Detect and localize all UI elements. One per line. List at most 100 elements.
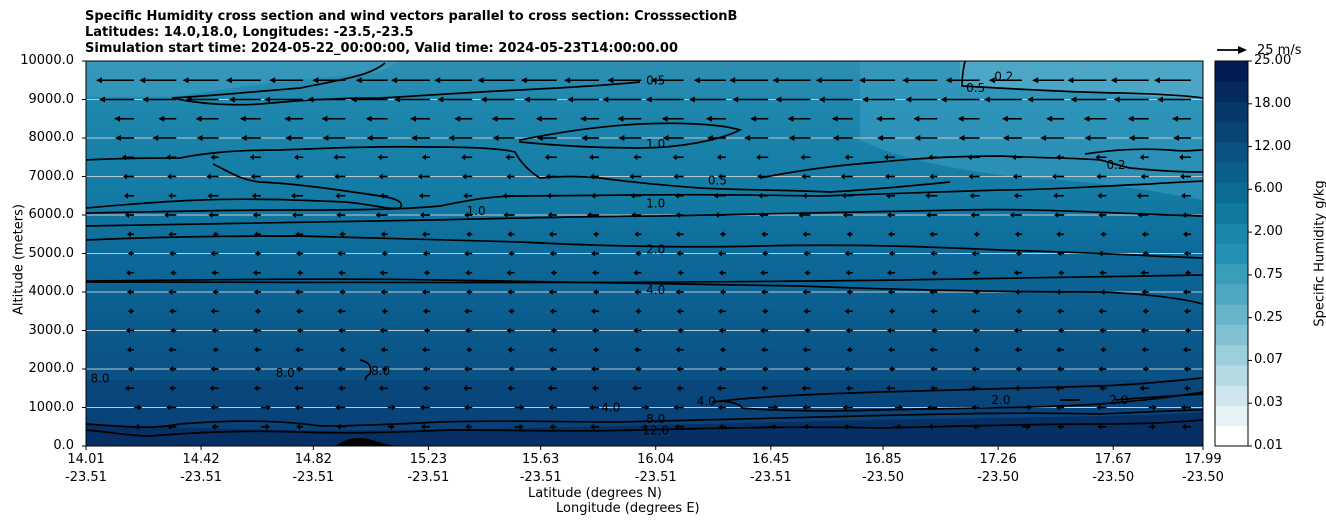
wind-vector xyxy=(168,346,177,353)
x-tick-lat: 15.23 xyxy=(409,452,447,467)
x-tick-lat: 14.42 xyxy=(182,452,220,467)
wind-vector xyxy=(549,250,557,257)
wind-vector xyxy=(931,269,938,276)
wind-vector xyxy=(264,96,304,103)
wind-vector xyxy=(775,96,811,103)
wind-vector xyxy=(1184,366,1191,372)
wind-vector xyxy=(840,173,853,180)
wind-vector xyxy=(1183,231,1191,238)
y-tick-label: 5000.0 xyxy=(28,245,75,261)
colorbar-swatch xyxy=(1215,324,1248,346)
wind-vector xyxy=(127,346,134,353)
wind-vector xyxy=(169,366,177,372)
wind-vector xyxy=(240,135,261,141)
wind-vector xyxy=(185,96,219,103)
wind-vector xyxy=(802,289,811,295)
wind-vector xyxy=(1083,115,1107,122)
wind-vector xyxy=(1052,173,1065,180)
x-tick-label: 17.26 -23.50 xyxy=(963,451,1033,487)
wind-vector xyxy=(127,231,134,238)
wind-vector xyxy=(296,423,304,430)
wind-vector xyxy=(211,269,219,276)
chart-title-line-1: Specific Humidity cross section and wind… xyxy=(85,9,738,24)
wind-vector xyxy=(212,346,219,353)
wind-vector xyxy=(1136,192,1149,199)
colorbar-swatch xyxy=(1215,344,1248,366)
wind-vector xyxy=(210,404,219,411)
wind-vector xyxy=(1137,212,1149,218)
wind-vector xyxy=(885,173,896,180)
wind-vector xyxy=(591,308,600,315)
wind-vector xyxy=(802,192,811,199)
wind-vector xyxy=(296,308,304,315)
wind-vector xyxy=(1183,346,1191,353)
contour-0-5-right xyxy=(759,155,1203,179)
x-tick-lat: 17.99 xyxy=(1184,452,1222,467)
wind-vector xyxy=(926,212,938,218)
wind-vector xyxy=(480,96,515,103)
wind-vector xyxy=(466,346,473,353)
wind-vector xyxy=(676,308,684,315)
wind-vector xyxy=(250,173,261,180)
wind-vector xyxy=(377,154,388,161)
x-tick-label: 14.42 -23.51 xyxy=(166,451,236,487)
colorbar-swatch xyxy=(1215,283,1248,305)
wind-vector xyxy=(1098,250,1107,257)
wind-vector xyxy=(844,250,853,257)
wind-vector xyxy=(1040,135,1065,141)
wind-vector xyxy=(547,212,557,218)
wind-vector xyxy=(422,250,430,257)
x-tick-lon: -23.51 xyxy=(749,470,792,485)
wind-vector xyxy=(971,366,980,372)
wind-vector xyxy=(338,327,346,334)
wind-vector xyxy=(581,135,600,141)
wind-vector xyxy=(211,327,219,334)
wind-vector xyxy=(1057,250,1065,257)
y-tick-label: 8000.0 xyxy=(28,130,75,145)
wind-vector xyxy=(170,327,177,334)
wind-vector xyxy=(423,269,430,276)
contour-label: 0.2 xyxy=(994,69,1013,83)
wind-vector xyxy=(762,250,769,257)
wind-vector xyxy=(465,269,473,276)
wind-vector xyxy=(802,346,811,353)
wind-vector xyxy=(675,346,684,353)
wind-vector xyxy=(587,212,600,218)
wind-vector xyxy=(818,96,853,103)
wind-vector xyxy=(1185,327,1191,334)
wind-vector xyxy=(550,269,557,276)
wind-vector xyxy=(617,115,642,122)
wind-vector xyxy=(378,385,388,392)
wind-vector xyxy=(520,77,557,84)
wind-vector xyxy=(729,77,769,84)
contour-0-2-right xyxy=(1084,148,1203,155)
wind-vector xyxy=(366,135,388,141)
wind-vector xyxy=(927,404,938,411)
contour-label: 0.2 xyxy=(1106,158,1125,172)
wind-vector xyxy=(844,154,853,161)
wind-vector xyxy=(633,154,642,161)
wind-vector xyxy=(969,192,980,199)
wind-vector xyxy=(589,404,600,411)
wind-vector xyxy=(1182,423,1191,430)
wind-vector xyxy=(759,212,769,218)
wind-vector xyxy=(803,423,811,430)
wind-vector xyxy=(803,308,811,315)
colorbar-frame xyxy=(1214,60,1249,447)
y-tick-label: 3000.0 xyxy=(28,322,75,338)
wind-vector xyxy=(930,385,938,392)
wind-vector xyxy=(337,308,346,315)
wind-vector xyxy=(375,212,388,218)
wind-vector xyxy=(928,154,938,161)
wind-vector xyxy=(886,192,896,199)
colorbar-swatch xyxy=(1215,223,1248,244)
x-tick-lat: 16.45 xyxy=(752,452,790,467)
wind-vector xyxy=(417,173,430,180)
wind-vector xyxy=(1100,289,1107,295)
wind-vector xyxy=(1181,192,1191,199)
wind-vector xyxy=(800,154,811,161)
wind-vector xyxy=(461,154,473,161)
wind-vector xyxy=(716,154,726,161)
wind-vector xyxy=(761,289,769,295)
colorbar-tick-label: 0.07 xyxy=(1254,352,1283,368)
